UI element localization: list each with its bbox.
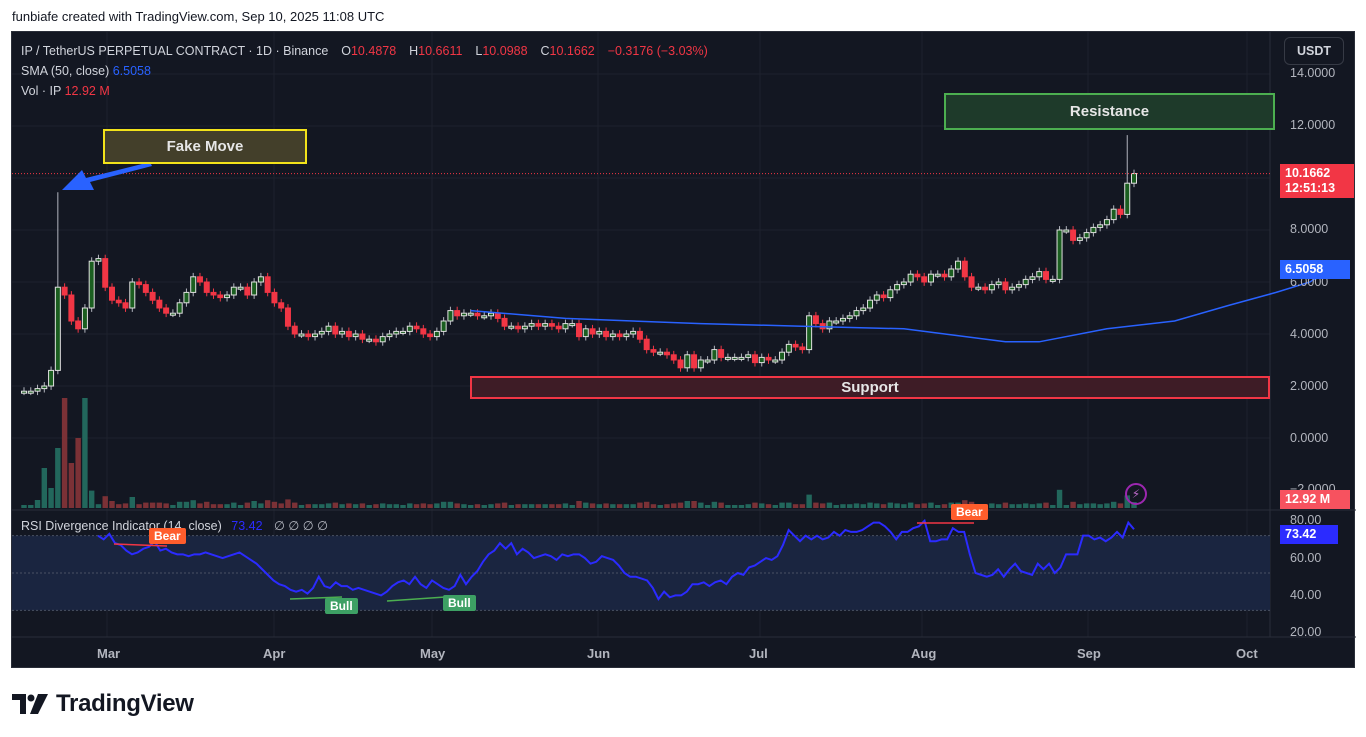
high-value: 10.6611 [418,44,463,58]
rsi-value: 73.42 [231,519,263,533]
open-value: 10.4878 [350,44,397,58]
price-tick: 12.0000 [1290,118,1336,132]
sma-value: 6.5058 [112,64,151,78]
volume-row[interactable]: Vol · IP 12.92 M [21,81,708,101]
brand-name: TradingView [56,690,194,717]
change-value: −0.3176 (−3.03%) [607,44,708,58]
bull-divergence-label: Bull [325,598,358,614]
symbol-row: IP / TetherUS PERPETUAL CONTRACT · 1D · … [21,41,708,61]
support-zone[interactable]: Support [470,376,1270,399]
resistance-zone[interactable]: Resistance [944,93,1275,130]
volume-tag: 12.92 M [1280,490,1350,509]
open-label: O [341,44,351,58]
low-value: 10.0988 [482,44,528,58]
bar-countdown: 12:51:13 [1285,181,1336,195]
close-label: C [540,44,550,58]
time-label-oct: Oct [1236,646,1258,661]
time-label-mar: Mar [97,646,121,661]
price-tick: 4.0000 [1290,327,1329,341]
volume-label: Vol · IP [21,84,62,98]
lightning-alert-icon[interactable]: ⚡ [1125,483,1147,505]
time-label-may: May [420,646,446,661]
rsi-tick: 60.00 [1290,551,1322,565]
tradingview-logo-icon [12,694,48,714]
time-label-sep: Sep [1077,646,1101,661]
rsi-label: RSI Divergence Indicator (14, close) [21,519,222,533]
chart-container[interactable]: IP / TetherUS PERPETUAL CONTRACT · 1D · … [11,31,1356,669]
time-label-jun: Jun [587,646,611,661]
bear-divergence-label: Bear [149,528,186,544]
high-label: H [409,44,419,58]
sma-label: SMA (50, close) [21,64,110,78]
sma-price-tag: 6.5058 [1280,260,1350,279]
currency-button[interactable]: USDT [1284,37,1344,65]
low-label: L [475,44,483,58]
price-tick: 14.0000 [1290,66,1336,80]
close-value: 10.1662 [549,44,595,58]
sma-row[interactable]: SMA (50, close) 6.5058 [21,61,708,81]
chart-canvas[interactable] [12,32,1356,669]
tradingview-logo[interactable]: TradingView [12,690,194,718]
rsi-tick: 80.00 [1290,513,1322,527]
last-price-tag: 10.1662 12:51:13 [1280,164,1354,198]
rsi-empty-values: ∅ ∅ ∅ ∅ [274,519,329,533]
bull-divergence-label: Bull [443,595,476,611]
chart-credit: funbiafe created with TradingView.com, S… [12,9,385,24]
time-label-apr: Apr [263,646,286,661]
fake-move-annotation[interactable]: Fake Move [103,129,307,164]
last-price: 10.1662 [1285,166,1331,180]
symbol-title[interactable]: IP / TetherUS PERPETUAL CONTRACT · 1D · … [21,44,329,58]
time-label-jul: Jul [749,646,768,661]
rsi-value-tag: 73.42 [1280,525,1338,544]
rsi-tick: 40.00 [1290,588,1322,602]
time-label-aug: Aug [911,646,937,661]
price-tick: 0.0000 [1290,431,1329,445]
price-tick: 8.0000 [1290,222,1329,236]
volume-value: 12.92 M [64,84,110,98]
bear-divergence-label: Bear [951,504,988,520]
price-tick: 2.0000 [1290,379,1329,393]
rsi-tick: 20.00 [1290,625,1322,639]
main-legend: IP / TetherUS PERPETUAL CONTRACT · 1D · … [21,41,708,101]
